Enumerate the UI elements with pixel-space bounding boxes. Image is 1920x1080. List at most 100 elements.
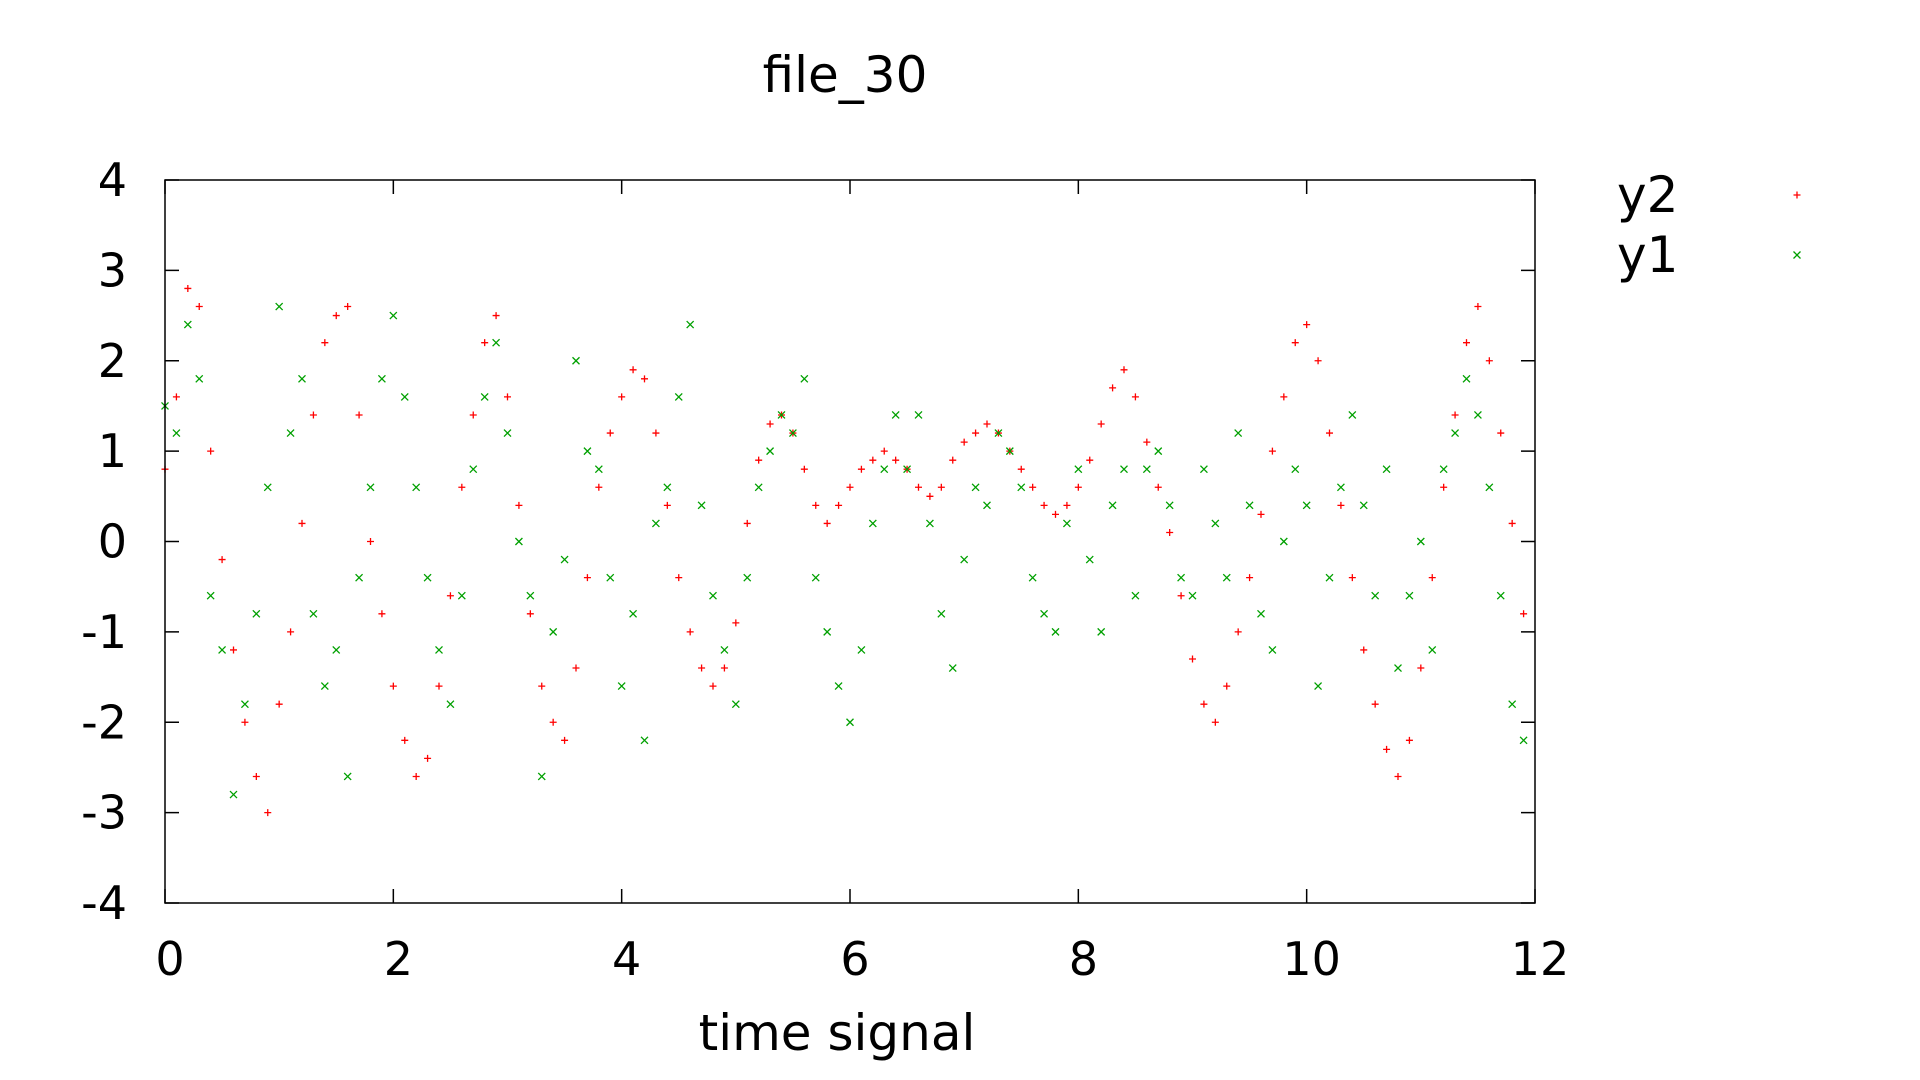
data-point-y1	[868, 519, 877, 528]
data-point-y2	[618, 393, 626, 401]
data-point-y1	[1473, 411, 1482, 419]
data-point-y2	[469, 411, 477, 419]
data-point-y2	[1074, 483, 1082, 491]
data-point-y1	[1040, 609, 1049, 618]
data-point-y2	[298, 519, 306, 527]
data-point-y2	[743, 519, 751, 527]
data-point-y1	[1314, 682, 1323, 691]
y-tick-label: 0	[98, 515, 127, 569]
data-point-y2	[195, 303, 203, 311]
data-point-y2	[309, 411, 317, 419]
data-point-y2	[504, 393, 511, 401]
data-point-y2	[344, 303, 352, 311]
data-point-y1	[1245, 501, 1254, 510]
data-point-y2	[606, 429, 614, 437]
data-point-y2	[823, 519, 831, 527]
data-point-y1	[1142, 465, 1151, 474]
data-point-y2	[264, 809, 272, 817]
data-point-y2	[549, 718, 557, 726]
x-tick-label: 12	[1511, 932, 1570, 986]
data-point-y2	[812, 501, 820, 509]
data-point-y2	[835, 501, 843, 509]
data-point-y1	[1428, 645, 1437, 654]
data-point-y1	[994, 429, 1003, 438]
data-point-y1	[572, 356, 580, 365]
data-point-y1	[332, 645, 341, 654]
data-point-y2	[629, 366, 637, 374]
data-point-y1	[1348, 411, 1357, 419]
data-point-y2	[1451, 411, 1459, 419]
data-point-y2	[1348, 574, 1356, 582]
data-point-y1	[709, 591, 717, 600]
y-tick-label: -1	[81, 605, 127, 659]
data-point-y1	[549, 627, 558, 636]
y-tick-label: -2	[81, 695, 127, 749]
data-point-y2	[869, 456, 877, 464]
data-point-y2	[1063, 501, 1071, 509]
data-point-y2	[1337, 501, 1345, 509]
data-point-y2	[412, 772, 420, 780]
data-point-y1	[206, 591, 215, 600]
data-point-y2	[983, 420, 991, 428]
data-point-y2	[1257, 510, 1265, 518]
data-point-y1	[640, 736, 649, 745]
y-tick-label: 3	[98, 243, 127, 297]
data-point-y2	[1017, 465, 1025, 473]
data-point-y2	[926, 492, 934, 500]
data-point-y2	[1086, 456, 1094, 464]
x-tick-label: 6	[840, 932, 869, 986]
data-point-y2	[937, 483, 945, 491]
data-point-y1	[1439, 465, 1448, 474]
x-tick-label: 0	[155, 932, 184, 986]
data-point-y1	[1451, 429, 1460, 438]
data-point-y2	[1120, 366, 1128, 374]
data-point-y2	[572, 664, 580, 672]
data-point-y1	[195, 374, 204, 383]
data-point-y2	[241, 718, 249, 726]
data-point-y1	[1508, 700, 1517, 709]
data-point-y1	[960, 555, 969, 564]
data-point-y1	[1279, 537, 1288, 546]
y-tick-label: 2	[98, 334, 127, 388]
data-point-y1	[423, 573, 432, 582]
data-point-y2	[207, 447, 215, 455]
data-point-y1	[1108, 501, 1117, 510]
data-point-y1	[412, 483, 421, 492]
data-point-y2	[332, 312, 340, 320]
data-point-y2	[1508, 519, 1516, 527]
data-point-y1	[252, 609, 261, 618]
data-point-y2	[1223, 682, 1231, 690]
data-point-y1	[240, 700, 249, 709]
data-point-y2	[1291, 339, 1299, 347]
data-point-y1	[1405, 591, 1414, 600]
data-point-y1	[469, 465, 478, 474]
data-point-y2	[1463, 339, 1470, 347]
data-point-y2	[880, 447, 888, 455]
data-point-y1	[1017, 483, 1026, 492]
data-point-y1	[948, 664, 957, 672]
data-point-y2	[755, 456, 763, 464]
y-tick-label: -4	[81, 876, 127, 930]
data-point-y2	[732, 619, 740, 627]
data-point-y1	[514, 537, 523, 546]
data-point-y1	[1496, 591, 1505, 600]
data-point-y1	[697, 501, 706, 510]
data-point-y1	[1394, 664, 1402, 672]
data-point-y2	[515, 501, 523, 509]
data-point-y2	[1394, 772, 1402, 780]
data-point-y2	[492, 312, 500, 320]
data-point-y1	[275, 302, 284, 311]
data-point-y2	[1383, 745, 1391, 753]
data-point-y1	[389, 311, 398, 320]
y-axis: -4 -3 -2 -1 0 1 2 3 4	[81, 153, 1535, 930]
data-point-y2	[172, 393, 180, 401]
plot-points	[161, 284, 1528, 817]
data-point-y2	[184, 284, 192, 292]
data-point-y2	[800, 465, 808, 473]
data-point-y1	[1268, 645, 1277, 654]
data-point-y1	[366, 483, 375, 492]
data-point-y1	[218, 645, 227, 654]
data-point-y1	[503, 429, 512, 438]
data-point-y2	[1246, 574, 1254, 582]
